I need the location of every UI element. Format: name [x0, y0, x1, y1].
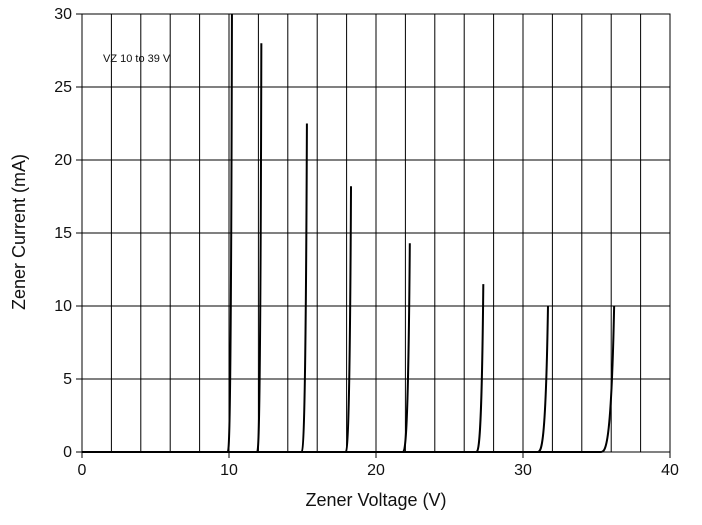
- y-tick-label: 30: [54, 6, 72, 23]
- grid-layer: [81, 13, 671, 453]
- x-tick-label: 10: [220, 462, 238, 479]
- y-tick-label: 5: [63, 371, 72, 388]
- y-tick-label: 10: [54, 298, 72, 315]
- axis-layer: 0 10 20 30 40 0 5 10 15 20 25 30: [54, 6, 679, 479]
- x-tick-label: 0: [78, 462, 87, 479]
- x-axis-label: Zener Voltage (V): [305, 490, 446, 510]
- zener-curve-5: [82, 243, 411, 453]
- y-tick-label: 15: [54, 225, 72, 242]
- annotation-label: VZ 10 to 39 V: [103, 53, 171, 65]
- zener-curve-2: [82, 43, 263, 453]
- zener-curve-4: [82, 186, 353, 453]
- zener-curve-6: [82, 284, 485, 453]
- y-tick-label: 20: [54, 152, 72, 169]
- y-axis-label: Zener Current (mA): [9, 154, 29, 310]
- zener-curve-3: [82, 123, 308, 453]
- x-tick-label: 40: [661, 462, 679, 479]
- y-tick-label: 0: [63, 444, 72, 461]
- x-tick-label: 30: [514, 462, 532, 479]
- y-tick-label: 25: [54, 79, 72, 96]
- x-tick-label: 20: [367, 462, 385, 479]
